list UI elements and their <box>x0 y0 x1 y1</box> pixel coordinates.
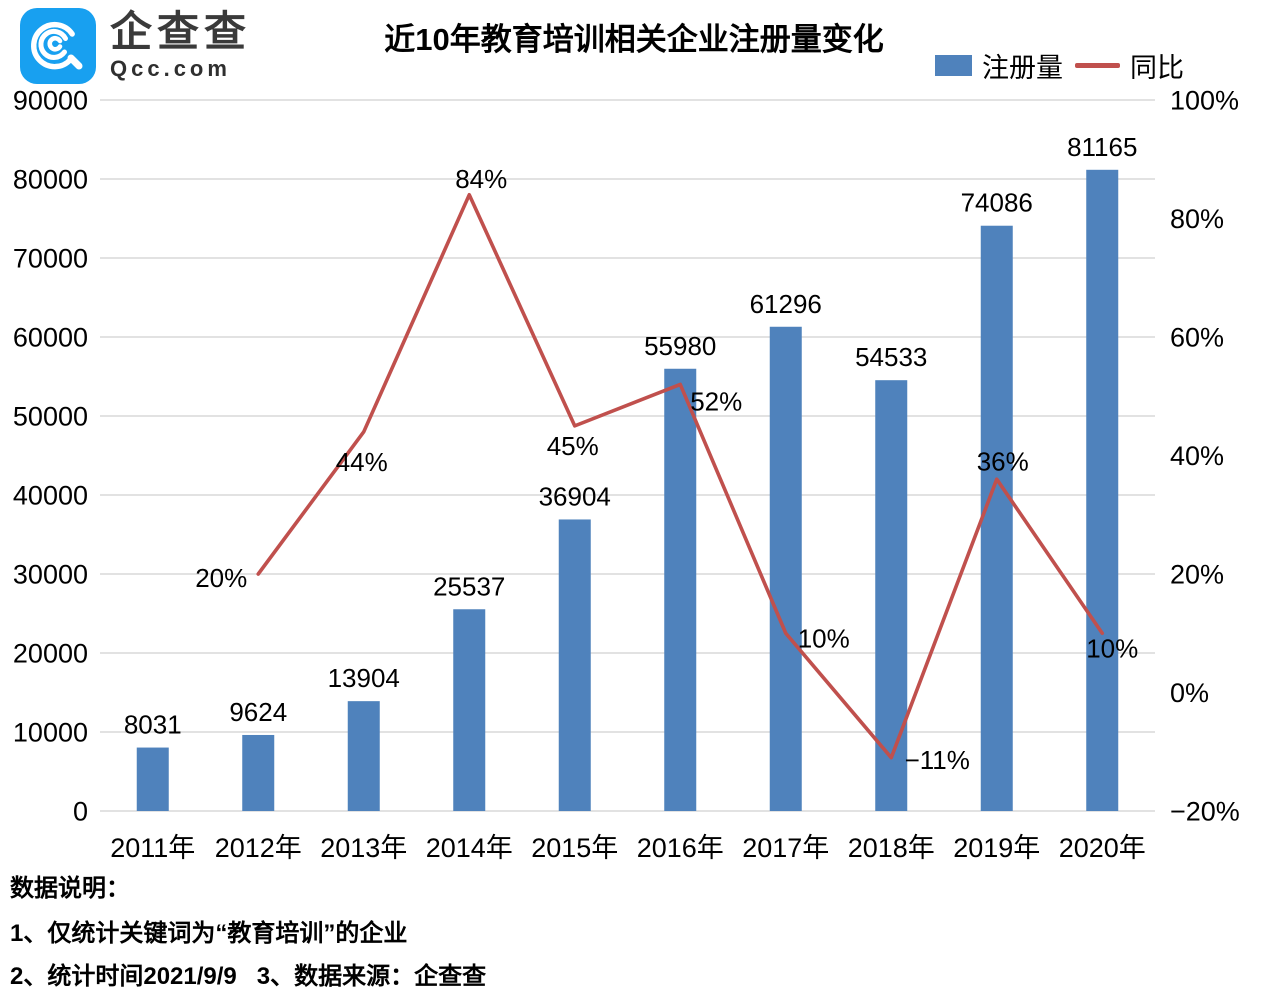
qcc-logo-icon <box>20 8 96 84</box>
left-axis-tick: 40000 <box>13 480 88 510</box>
bar-2018年 <box>875 380 908 811</box>
left-axis-tick: 70000 <box>13 243 88 273</box>
x-axis-label: 2018年 <box>848 833 935 863</box>
x-axis-label: 2019年 <box>953 833 1040 863</box>
bar-value-label: 8031 <box>124 710 182 740</box>
right-axis-tick: 60% <box>1170 322 1224 352</box>
bar-2020年 <box>1086 169 1119 811</box>
right-axis-tick: −20% <box>1170 796 1240 826</box>
line-value-label: 36% <box>977 446 1029 476</box>
line-value-label: 84% <box>455 164 507 194</box>
left-axis-tick: 80000 <box>13 164 88 194</box>
brand-name: 企查查 <box>110 7 252 55</box>
right-axis-tick: 40% <box>1170 441 1224 471</box>
chart-title: 近10年教育培训相关企业注册量变化 <box>384 22 884 57</box>
left-axis-tick: 30000 <box>13 559 88 589</box>
left-axis-tick: 10000 <box>13 717 88 747</box>
bar-2019年 <box>980 225 1013 812</box>
x-axis-label: 2020年 <box>1059 833 1146 863</box>
notes-heading: 数据说明： <box>10 875 130 902</box>
bar-value-label: 81165 <box>1067 132 1137 162</box>
legend-item-bar-series: 注册量 <box>935 46 1063 85</box>
bar-value-label: 9624 <box>229 697 287 727</box>
right-axis-tick: 0% <box>1170 678 1209 708</box>
bar-2016年 <box>664 368 697 811</box>
brand-logo: 企查查 Qcc.com <box>20 8 251 84</box>
right-axis-tick: 20% <box>1170 559 1224 589</box>
line-value-label: 10% <box>1086 633 1138 663</box>
left-axis-tick: 60000 <box>13 322 88 352</box>
bar-value-label: 55980 <box>644 331 716 361</box>
x-axis-label: 2011年 <box>110 833 195 863</box>
bar-value-label: 13904 <box>328 663 400 693</box>
bar-value-label: 25537 <box>433 571 505 601</box>
legend-item-line-series: 同比 <box>1075 46 1184 85</box>
bar-2014年 <box>453 609 486 811</box>
bar-value-label: 54533 <box>855 342 927 372</box>
x-axis-label: 2014年 <box>426 833 513 863</box>
brand-domain: Qcc.com <box>110 56 231 82</box>
note-time-and-source: 2、统计时间2021/9/9 3、数据来源：企查查 <box>10 963 487 990</box>
left-axis-tick: 90000 <box>13 85 88 115</box>
brand-text: 企查查 Qcc.com <box>110 7 252 82</box>
chart-legend: 注册量 同比 <box>935 46 1184 85</box>
bar-value-label: 74086 <box>961 188 1033 218</box>
x-axis-label: 2012年 <box>215 833 302 863</box>
left-axis-tick: 50000 <box>13 401 88 431</box>
yoy-line <box>256 193 1105 760</box>
bar-2011年 <box>136 747 169 811</box>
bar-2017年 <box>769 326 802 811</box>
left-axis-tick: 0 <box>73 796 88 826</box>
bar-2015年 <box>558 519 591 811</box>
line-value-label: 45% <box>547 431 599 461</box>
bar-value-label: 36904 <box>539 481 611 511</box>
line-value-label: 20% <box>195 563 247 593</box>
x-axis-label: 2015年 <box>531 833 618 863</box>
line-value-label: 10% <box>798 623 850 653</box>
bar-series-swatch <box>935 55 972 76</box>
x-axis-label: 2017年 <box>742 833 829 863</box>
bar-series-label: 注册量 <box>982 53 1063 83</box>
line-series-label: 同比 <box>1130 53 1184 83</box>
line-value-label: 52% <box>690 387 742 417</box>
bar-value-label: 61296 <box>750 289 822 319</box>
line-value-label: 44% <box>336 447 388 477</box>
x-axis-label: 2016年 <box>637 833 724 863</box>
right-axis-tick: 80% <box>1170 204 1224 234</box>
right-axis-tick: 100% <box>1170 85 1239 115</box>
line-series-swatch <box>1075 63 1120 68</box>
bar-2012年 <box>242 734 275 811</box>
left-axis-tick: 20000 <box>13 638 88 668</box>
x-axis-label: 2013年 <box>320 833 407 863</box>
bar-2013年 <box>347 701 380 811</box>
note-keyword-scope: 1、仅统计关键词为“教育培训”的企业 <box>10 920 408 947</box>
line-value-label: −11% <box>905 745 970 775</box>
